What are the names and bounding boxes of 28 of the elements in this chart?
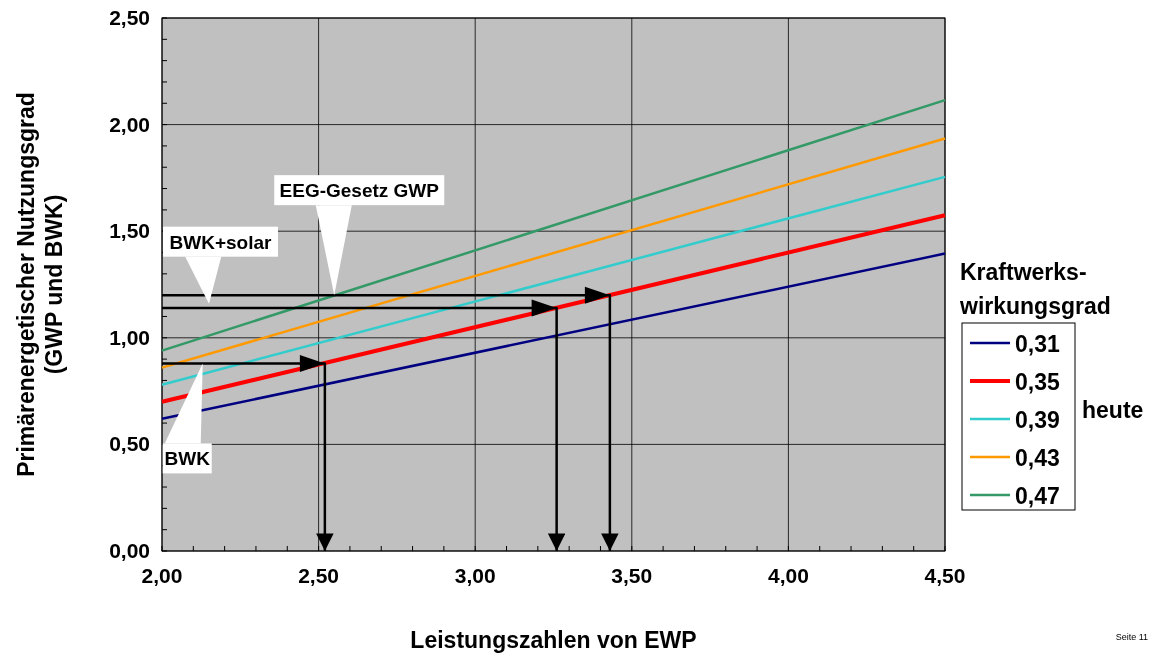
legend-title: Kraftwerks- wirkungsgrad bbox=[959, 259, 1111, 319]
legend-label: 0,47 bbox=[1015, 483, 1060, 509]
text: heute bbox=[1082, 397, 1144, 423]
x-tick-label: 4,50 bbox=[924, 564, 966, 587]
y-tick-label: 0,00 bbox=[109, 539, 150, 562]
x-tick-label: 3,00 bbox=[454, 564, 496, 587]
annotation: EEG-Gesetz GWP bbox=[279, 180, 440, 202]
legend-label: 0,43 bbox=[1015, 445, 1060, 471]
y-tick-label: 0,50 bbox=[109, 432, 150, 456]
y-tick-label: 2,00 bbox=[109, 112, 150, 136]
y-tick-label: 1,50 bbox=[109, 219, 150, 243]
y-tick-label: 1,00 bbox=[109, 325, 150, 349]
y-tick-label: 2,50 bbox=[109, 6, 150, 29]
x-axis-title: Leistungszahlen von EWP bbox=[410, 627, 697, 653]
legend-label: 0,35 bbox=[1015, 369, 1060, 395]
x-tick-label: 3,50 bbox=[611, 564, 653, 587]
callout: BWK bbox=[162, 363, 212, 474]
legend-label: 0,31 bbox=[1015, 331, 1060, 357]
y-axis-title: Primärenergetischer Nutzungsgrad (GWP und BWK) bbox=[13, 92, 67, 477]
annotation: BWK bbox=[164, 448, 211, 470]
x-tick-label: 2,50 bbox=[298, 564, 340, 587]
annotation: BWK+solar bbox=[169, 231, 273, 253]
text: Seite 11 bbox=[1115, 632, 1148, 642]
callout: BWK+solar bbox=[163, 226, 278, 304]
callout: EEG-Gesetz GWP bbox=[274, 175, 445, 296]
x-tick-label: 2,00 bbox=[141, 564, 183, 587]
x-tick-label: 4,00 bbox=[767, 564, 809, 587]
legend-label: 0,39 bbox=[1015, 407, 1060, 433]
